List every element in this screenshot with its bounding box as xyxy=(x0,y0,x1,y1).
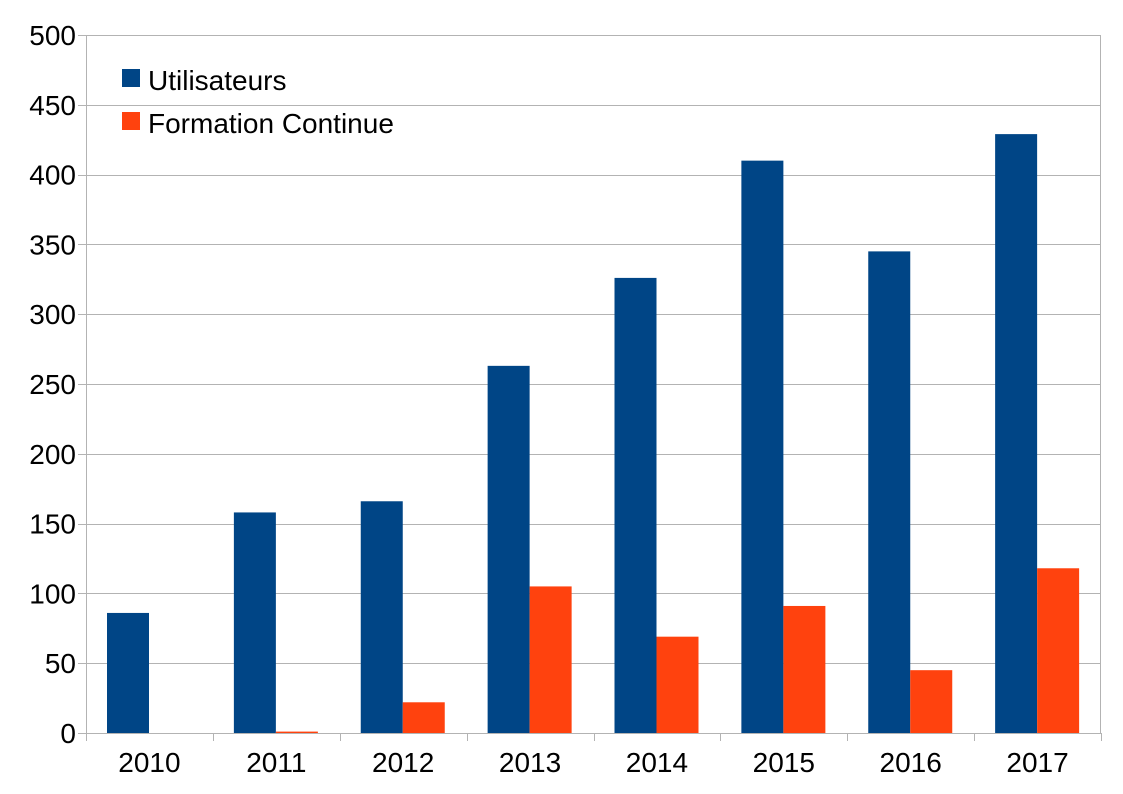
y-tick-label: 350 xyxy=(29,229,76,260)
y-tick-label: 0 xyxy=(60,718,76,749)
y-tick-labels: 0 50 100 150 200 250 300 350 400 450 500 xyxy=(29,20,76,749)
bar-utilisateurs-2016 xyxy=(868,251,911,733)
legend-swatch-utilisateurs xyxy=(122,69,140,87)
y-tick-label: 500 xyxy=(29,20,76,51)
bar-utilisateurs-2013 xyxy=(487,365,530,733)
bar-utilisateurs-2012 xyxy=(360,501,403,733)
bar-utilisateurs-2011 xyxy=(233,512,276,733)
legend-label-formation-continue: Formation Continue xyxy=(148,108,394,139)
x-tick-label: 2017 xyxy=(1006,747,1068,778)
bar-formation-continue-2013 xyxy=(529,586,572,733)
y-tick-label: 50 xyxy=(45,648,76,679)
bar-formation-continue-2017 xyxy=(1037,568,1080,733)
bar-formation-continue-2016 xyxy=(910,670,953,733)
bars xyxy=(107,134,1080,734)
y-tick-label: 450 xyxy=(29,90,76,121)
x-tick-label: 2013 xyxy=(499,747,561,778)
legend: Utilisateurs Formation Continue xyxy=(122,65,394,139)
axes xyxy=(78,35,1102,741)
bar-utilisateurs-2014 xyxy=(614,277,657,733)
x-tick-label: 2011 xyxy=(246,747,306,778)
y-tick-label: 400 xyxy=(29,160,76,191)
legend-swatch-formation-continue xyxy=(122,112,140,130)
y-tick-label: 150 xyxy=(29,509,76,540)
bar-formation-continue-2015 xyxy=(783,605,826,733)
x-tick-label: 2014 xyxy=(626,747,688,778)
bar-utilisateurs-2017 xyxy=(995,134,1038,734)
y-tick-label: 200 xyxy=(29,439,76,470)
bar-formation-continue-2014 xyxy=(656,636,699,733)
legend-label-utilisateurs: Utilisateurs xyxy=(148,65,286,96)
y-tick-label: 100 xyxy=(29,578,76,609)
x-tick-label: 2010 xyxy=(118,747,180,778)
y-tick-label: 300 xyxy=(29,299,76,330)
bar-utilisateurs-2015 xyxy=(741,160,784,733)
x-tick-labels: 2010 2011 2012 2013 2014 2015 2016 2017 xyxy=(118,747,1068,778)
bar-formation-continue-2012 xyxy=(402,702,445,733)
x-tick-label: 2015 xyxy=(753,747,815,778)
x-tick-label: 2016 xyxy=(880,747,942,778)
x-tick-label: 2012 xyxy=(372,747,434,778)
y-tick-label: 250 xyxy=(29,369,76,400)
bar-formation-continue-2011 xyxy=(275,731,318,733)
bar-utilisateurs-2010 xyxy=(107,612,149,733)
